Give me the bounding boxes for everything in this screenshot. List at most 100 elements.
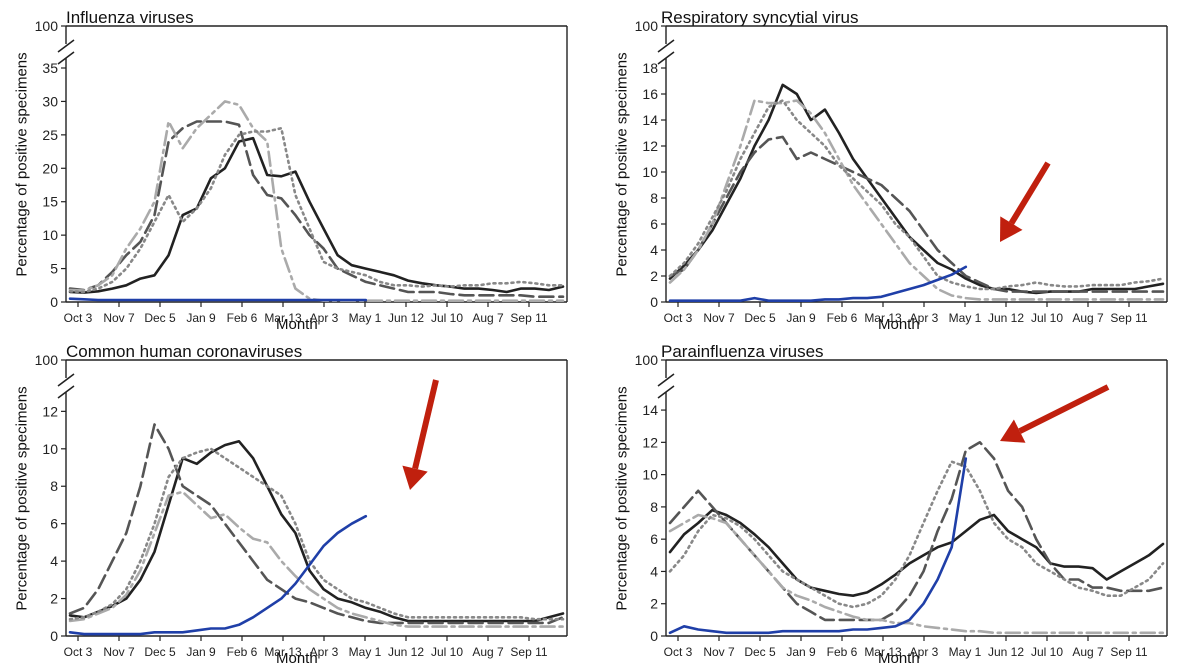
x-tick-label: Feb 6 — [827, 645, 858, 659]
x-tick-label: Jan 9 — [186, 311, 216, 325]
x-tick-label: Nov 7 — [103, 645, 135, 659]
x-tick-label: Aug 7 — [472, 645, 504, 659]
x-tick-label: Dec 5 — [744, 645, 776, 659]
x-tick-label: Nov 7 — [703, 311, 735, 325]
y-tick-label: 0 — [650, 628, 658, 644]
y-tick-label: 25 — [42, 127, 58, 143]
x-tick-label: Sep 11 — [1110, 311, 1147, 325]
y-tick-label: 0 — [650, 294, 658, 310]
y-tick-label: 2 — [650, 596, 658, 612]
x-axis-label: Month — [276, 316, 318, 333]
x-tick-label: Oct 3 — [664, 645, 693, 659]
chart-title: Common human coronaviruses — [66, 342, 303, 361]
y-tick-label: 12 — [642, 138, 658, 154]
series-line-blue-solid — [668, 265, 968, 303]
series-line-gray-dotted — [68, 447, 565, 621]
x-tick-label: Aug 7 — [472, 311, 504, 325]
y-tick-label: 4 — [650, 242, 658, 258]
y-tick-label: 15 — [42, 194, 58, 210]
chart-panel: Influenza viruses Percentage of positive … — [0, 0, 600, 333]
series-line-black-solid — [668, 83, 1165, 295]
x-tick-label: Nov 7 — [103, 311, 135, 325]
y-tick-label: 10 — [42, 441, 58, 457]
chart-panel: Respiratory syncytial virus Percentage of… — [600, 0, 1200, 333]
series-line-darkgray-dashed — [68, 120, 565, 299]
x-tick-label: Nov 7 — [703, 645, 735, 659]
y-tick-label: 8 — [50, 478, 58, 494]
x-tick-label: Apr 3 — [910, 645, 939, 659]
x-tick-label: Dec 5 — [144, 645, 176, 659]
y-tick-label: 8 — [650, 190, 658, 206]
axis-break-mark — [57, 39, 75, 53]
y-tick-label: 5 — [50, 261, 58, 277]
x-tick-label: Dec 5 — [744, 311, 776, 325]
y-tick-label: 6 — [650, 531, 658, 547]
y-tick-label: 35 — [42, 60, 58, 76]
x-tick-label: Feb 6 — [827, 311, 858, 325]
x-tick-label: Oct 3 — [664, 311, 693, 325]
chart-panel: Common human coronaviruses Percentage of … — [0, 334, 600, 667]
x-tick-label: Aug 7 — [1072, 645, 1104, 659]
series-line-darkgray-dashed — [668, 135, 1165, 293]
y-tick-label: 8 — [650, 499, 658, 515]
x-tick-label: Jun 12 — [988, 311, 1024, 325]
x-axis-label: Month — [276, 650, 318, 667]
red-arrow-head — [402, 465, 428, 490]
series-line-black-solid — [68, 136, 565, 294]
y-tick-label: 2 — [650, 268, 658, 284]
x-tick-label: May 1 — [949, 311, 982, 325]
x-tick-label: May 1 — [349, 645, 382, 659]
series-line-darkgray-dashed — [68, 423, 565, 625]
x-tick-label: Apr 3 — [910, 311, 939, 325]
x-tick-label: Aug 7 — [1072, 311, 1104, 325]
y-tick-label: 12 — [42, 403, 58, 419]
x-tick-label: Sep 11 — [510, 645, 547, 659]
x-tick-label: Jul 10 — [431, 645, 463, 659]
y-tick-label-top: 100 — [35, 352, 59, 368]
x-tick-label: Apr 3 — [310, 645, 339, 659]
x-axis-label: Month — [878, 316, 920, 333]
x-tick-label: Oct 3 — [64, 311, 93, 325]
y-tick-label: 0 — [50, 628, 58, 644]
y-tick-label: 30 — [42, 93, 58, 109]
x-tick-label: Mar 13 — [864, 645, 902, 659]
axis-break-mark — [57, 51, 75, 65]
x-tick-label: May 1 — [949, 645, 982, 659]
series-line-lightgray-dashdot — [68, 100, 565, 303]
y-tick-label: 18 — [642, 60, 658, 76]
x-tick-label: Oct 3 — [64, 645, 93, 659]
chart-panel: Parainfluenza viruses Percentage of posit… — [600, 334, 1200, 667]
axis-break-mark — [657, 51, 675, 65]
x-tick-label: Jun 12 — [388, 311, 424, 325]
red-arrow-shaft — [1008, 161, 1051, 225]
series-line-lightgray-dashdot — [668, 513, 1165, 635]
chart-title: Parainfluenza viruses — [661, 342, 824, 361]
y-tick-label-top: 100 — [635, 352, 659, 368]
y-tick-label: 14 — [642, 112, 658, 128]
red-arrow-head — [1000, 419, 1026, 443]
y-tick-label: 4 — [650, 563, 658, 579]
x-tick-label: Feb 6 — [227, 311, 258, 325]
x-tick-label: Apr 3 — [310, 311, 339, 325]
red-arrow-shaft — [1018, 384, 1110, 434]
x-tick-label: Jun 12 — [988, 645, 1024, 659]
red-arrow-shaft — [412, 379, 439, 470]
series-line-black-solid — [68, 440, 565, 623]
series-line-lightgray-dashdot — [668, 99, 1165, 301]
y-tick-label: 6 — [650, 216, 658, 232]
y-tick-label: 0 — [50, 294, 58, 310]
chart-svg: 100 0 5 10 15 20 25 30 35 Oct 3 Nov 7 Dec 5 Jan 9 Feb… — [35, 18, 568, 325]
y-tick-label: 14 — [642, 402, 658, 418]
x-tick-label: Feb 6 — [227, 645, 258, 659]
axis-break-mark — [57, 385, 75, 399]
y-tick-label: 12 — [642, 434, 658, 450]
chart-svg: 100 0 2 4 6 8 10 12 14 16 18 Oct 3 Nov 7 Dec 5 Jan 9 Fe… — [635, 18, 1168, 325]
series-line-gray-dotted — [668, 460, 1165, 609]
chart-title: Influenza viruses — [66, 8, 194, 27]
x-tick-label: Jan 9 — [186, 645, 216, 659]
x-tick-label: Dec 5 — [144, 311, 176, 325]
x-tick-label: Jan 9 — [786, 311, 816, 325]
y-tick-label: 16 — [642, 86, 658, 102]
x-tick-label: Mar 13 — [864, 311, 902, 325]
axis-break-mark — [657, 385, 675, 399]
